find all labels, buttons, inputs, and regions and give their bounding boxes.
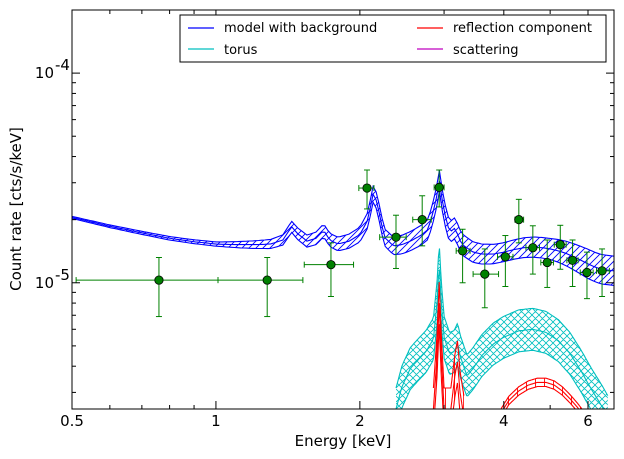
data-marker bbox=[555, 240, 565, 250]
band-lower-line bbox=[434, 324, 461, 409]
data-point-14 bbox=[553, 224, 567, 270]
band-fill bbox=[72, 170, 614, 286]
band-upper-line bbox=[432, 282, 465, 396]
y-tick-label: 10 bbox=[35, 274, 54, 292]
data-marker bbox=[567, 255, 578, 265]
band-center-line bbox=[72, 180, 614, 272]
band-lower-line bbox=[401, 290, 592, 409]
band-lower-line bbox=[505, 385, 577, 409]
x-tick-label: 1 bbox=[211, 412, 221, 430]
data-point-12 bbox=[525, 225, 540, 275]
band-fill bbox=[396, 248, 608, 409]
y-tick-label: 10 bbox=[35, 64, 54, 82]
series-torus bbox=[395, 248, 609, 409]
band-fill bbox=[501, 378, 582, 409]
x-tick-label: 4 bbox=[499, 412, 509, 430]
data-point-15 bbox=[566, 239, 579, 287]
data-marker bbox=[434, 182, 444, 193]
data-marker bbox=[362, 183, 372, 193]
data-marker bbox=[262, 275, 272, 285]
legend-label-model: model with background bbox=[224, 21, 377, 36]
data-marker bbox=[597, 266, 607, 276]
legend-box bbox=[179, 14, 607, 63]
y-tick-label-exponent: -5 bbox=[55, 266, 70, 284]
legend-label-reflection: reflection component bbox=[453, 21, 592, 36]
data-marker bbox=[528, 243, 538, 253]
data-point-3 bbox=[303, 242, 355, 298]
x-tick-label: 6 bbox=[583, 412, 593, 430]
data-marker bbox=[326, 260, 336, 270]
series-model-with-background bbox=[72, 170, 614, 287]
band-center-line bbox=[502, 381, 580, 409]
band-fill bbox=[433, 282, 464, 409]
data-marker bbox=[391, 232, 401, 242]
data-marker bbox=[417, 215, 427, 225]
legend-label-torus: torus bbox=[224, 43, 258, 58]
data-point-8 bbox=[455, 228, 471, 284]
x-tick-label: 2 bbox=[355, 412, 365, 430]
data-marker bbox=[480, 269, 490, 279]
data-marker bbox=[514, 215, 524, 225]
x-axis-label: Energy [keV] bbox=[295, 432, 392, 450]
series-reflection-component bbox=[432, 282, 465, 409]
data-point-10 bbox=[496, 235, 514, 287]
data-marker bbox=[542, 257, 552, 268]
data-marker bbox=[458, 246, 468, 256]
data-marker bbox=[154, 275, 164, 285]
data-marker bbox=[500, 252, 510, 262]
band-center-line bbox=[432, 303, 464, 409]
data-point-9 bbox=[472, 248, 500, 309]
data-marker bbox=[582, 267, 592, 278]
series-data-points bbox=[75, 169, 610, 318]
plot-area bbox=[72, 169, 614, 409]
plot-frame bbox=[71, 9, 615, 410]
band-upper-line bbox=[500, 377, 583, 409]
band-lower-line bbox=[72, 191, 614, 287]
data-point-2 bbox=[217, 256, 304, 318]
data-point-5 bbox=[379, 214, 407, 269]
data-point-11 bbox=[514, 198, 525, 244]
y-axis-label: Count rate [cts/s/keV] bbox=[7, 127, 25, 291]
band-center-line bbox=[395, 269, 605, 409]
y-tick-label-exponent: -4 bbox=[55, 56, 70, 74]
data-point-6 bbox=[412, 195, 432, 247]
x-tick-label: 0.5 bbox=[60, 412, 84, 430]
band-upper-line bbox=[395, 248, 609, 396]
legend: model with background reflection compone… bbox=[179, 14, 607, 63]
data-point-7 bbox=[433, 169, 445, 208]
data-point-13 bbox=[540, 239, 554, 288]
band-upper-line bbox=[72, 170, 614, 257]
data-point-1 bbox=[75, 256, 219, 318]
data-point-16 bbox=[579, 251, 594, 300]
data-point-17 bbox=[595, 248, 610, 298]
tick-labels: 0.5 1 2 4 610-510-4 bbox=[35, 56, 593, 430]
legend-label-scattering: scattering bbox=[453, 43, 519, 58]
series-reflection-component-continuum- bbox=[500, 377, 583, 409]
data-point-4 bbox=[358, 169, 375, 210]
